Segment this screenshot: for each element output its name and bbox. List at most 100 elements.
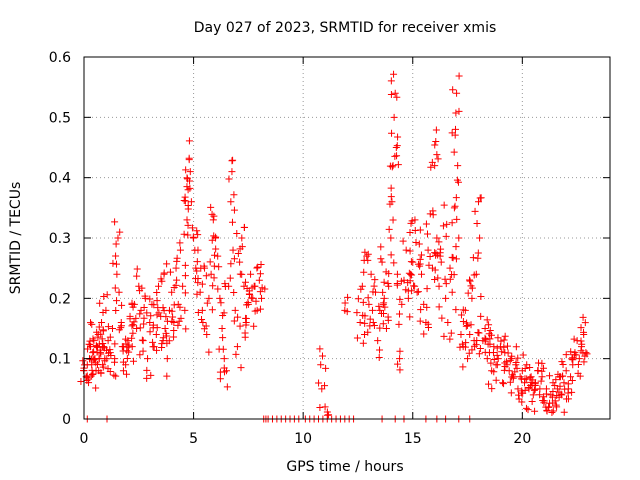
- data-point: [369, 288, 377, 296]
- data-point: [473, 219, 481, 227]
- data-point: [367, 270, 375, 278]
- data-point: [153, 288, 161, 296]
- data-point: [241, 329, 249, 337]
- data-point: [194, 279, 202, 287]
- data-point: [344, 293, 352, 301]
- data-point: [398, 300, 406, 308]
- data-point: [238, 243, 246, 251]
- data-point: [371, 276, 379, 284]
- data-point: [136, 324, 144, 332]
- data-point: [574, 360, 582, 368]
- data-point: [414, 260, 422, 268]
- data-point: [166, 268, 174, 276]
- data-point: [241, 278, 249, 286]
- data-point: [374, 337, 382, 345]
- data-point: [208, 236, 216, 244]
- data-point: [182, 166, 190, 174]
- data-point: [98, 318, 106, 326]
- data-point: [228, 218, 236, 226]
- data-point: [379, 320, 387, 328]
- data-point: [198, 280, 206, 288]
- data-point: [125, 341, 133, 349]
- data-point: [172, 281, 180, 289]
- data-point: [357, 285, 365, 293]
- data-point: [443, 220, 451, 228]
- data-point: [220, 368, 228, 376]
- data-point: [477, 292, 485, 300]
- data-point: [390, 259, 398, 267]
- data-point: [115, 288, 123, 296]
- data-point: [168, 307, 176, 315]
- data-point: [117, 322, 125, 330]
- data-point: [139, 347, 147, 355]
- data-point: [194, 308, 202, 316]
- data-point: [102, 306, 110, 314]
- data-point: [105, 349, 113, 357]
- data-point: [475, 350, 483, 358]
- data-point: [112, 252, 120, 260]
- data-point: [559, 372, 567, 380]
- data-point: [219, 345, 227, 353]
- data-point: [147, 371, 155, 379]
- data-point: [208, 306, 216, 314]
- data-point: [393, 93, 401, 101]
- data-point: [112, 260, 120, 268]
- data-point: [486, 327, 494, 335]
- data-point: [232, 350, 240, 358]
- data-point: [85, 340, 93, 348]
- data-point: [562, 367, 570, 375]
- data-point: [485, 321, 493, 329]
- data-point: [256, 288, 264, 296]
- data-point: [406, 247, 414, 255]
- data-point: [149, 321, 157, 329]
- data-point: [521, 375, 529, 383]
- data-point: [408, 217, 416, 225]
- data-point: [243, 284, 251, 292]
- data-point: [183, 216, 191, 224]
- data-point: [128, 334, 136, 342]
- data-point: [136, 351, 144, 359]
- data-point: [394, 161, 402, 169]
- data-point: [464, 289, 472, 297]
- data-point: [353, 334, 361, 342]
- data-point: [396, 295, 404, 303]
- data-point: [88, 320, 96, 328]
- data-point: [184, 231, 192, 239]
- data-point: [106, 333, 114, 341]
- data-point: [183, 175, 191, 183]
- y-tick-label: 0.6: [49, 50, 71, 66]
- data-point: [136, 310, 144, 318]
- data-point: [434, 274, 442, 282]
- data-point: [317, 361, 325, 369]
- data-point: [454, 178, 462, 186]
- data-point: [498, 348, 506, 356]
- data-point: [481, 325, 489, 332]
- data-point: [536, 391, 544, 399]
- data-point: [113, 297, 121, 305]
- data-point: [168, 288, 176, 296]
- data-point: [175, 317, 183, 325]
- data-point: [454, 162, 462, 170]
- data-point: [205, 348, 213, 356]
- data-point: [500, 343, 508, 351]
- data-point: [242, 321, 250, 329]
- data-point: [404, 287, 412, 295]
- data-point: [189, 233, 197, 241]
- data-point: [149, 343, 157, 351]
- data-point: [384, 316, 392, 324]
- data-point: [452, 194, 460, 202]
- data-point: [382, 268, 390, 276]
- x-tick-label: 10: [294, 431, 312, 447]
- data-point: [512, 358, 520, 366]
- data-point: [96, 349, 104, 357]
- data-point: [152, 331, 160, 339]
- data-point: [172, 264, 180, 272]
- data-point: [250, 322, 258, 330]
- data-point: [514, 354, 522, 362]
- data-point: [118, 301, 126, 309]
- data-point: [569, 356, 577, 364]
- data-point: [423, 285, 431, 293]
- data-point: [580, 328, 588, 336]
- data-point: [494, 334, 502, 342]
